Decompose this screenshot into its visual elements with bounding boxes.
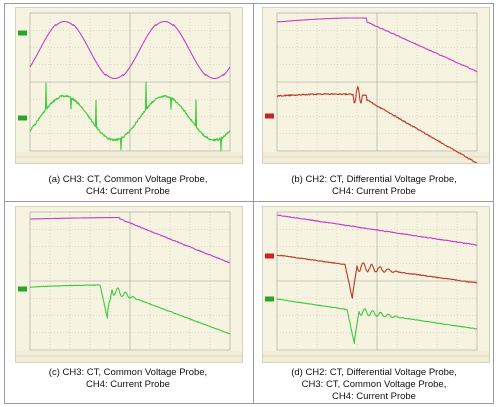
column-divider: [253, 4, 254, 403]
channel-marker-top: [18, 31, 27, 36]
oscilloscope-b: [263, 8, 490, 164]
scope-panel-b: [262, 7, 490, 164]
channel-marker-bottom: [18, 116, 27, 121]
caption-c-line2: CH4: Current Probe: [6, 379, 250, 391]
caption-d: (d) CH2: CT, Differential Voltage Probe,…: [252, 367, 496, 403]
caption-c-line1: (c) CH3: CT, Common Voltage Probe,: [6, 367, 250, 379]
oscilloscope-d: [263, 207, 490, 363]
caption-b-line2: CH4: Current Probe: [252, 186, 496, 198]
scope-panel-a: [15, 7, 243, 164]
row-divider: [5, 201, 493, 202]
caption-c: (c) CH3: CT, Common Voltage Probe, CH4: …: [6, 367, 250, 391]
channel-marker-ch2: [265, 254, 274, 259]
graticule: [16, 212, 243, 363]
oscilloscope-c: [16, 207, 243, 363]
oscilloscope-a: [16, 8, 243, 164]
channel-marker-ch3: [18, 287, 27, 292]
graticule: [263, 212, 490, 363]
caption-a-line2: CH4: Current Probe: [6, 186, 250, 198]
channel-marker-ch3: [265, 297, 274, 302]
caption-b: (b) CH2: CT, Differential Voltage Probe,…: [252, 174, 496, 198]
caption-a: (a) CH3: CT, Common Voltage Probe, CH4: …: [6, 174, 250, 198]
channel-marker-ch2: [265, 114, 274, 119]
caption-d-line3: CH4: Current Probe: [252, 391, 496, 403]
caption-d-line2: CH3: CT, Common Voltage Probe,: [252, 379, 496, 391]
graticule: [263, 13, 490, 164]
caption-d-line1: (d) CH2: CT, Differential Voltage Probe,: [252, 367, 496, 379]
caption-b-line1: (b) CH2: CT, Differential Voltage Probe,: [252, 174, 496, 186]
scope-panel-d: [262, 206, 490, 363]
scope-panel-c: [15, 206, 243, 363]
caption-a-line1: (a) CH3: CT, Common Voltage Probe,: [6, 174, 250, 186]
graticule: [16, 13, 243, 164]
